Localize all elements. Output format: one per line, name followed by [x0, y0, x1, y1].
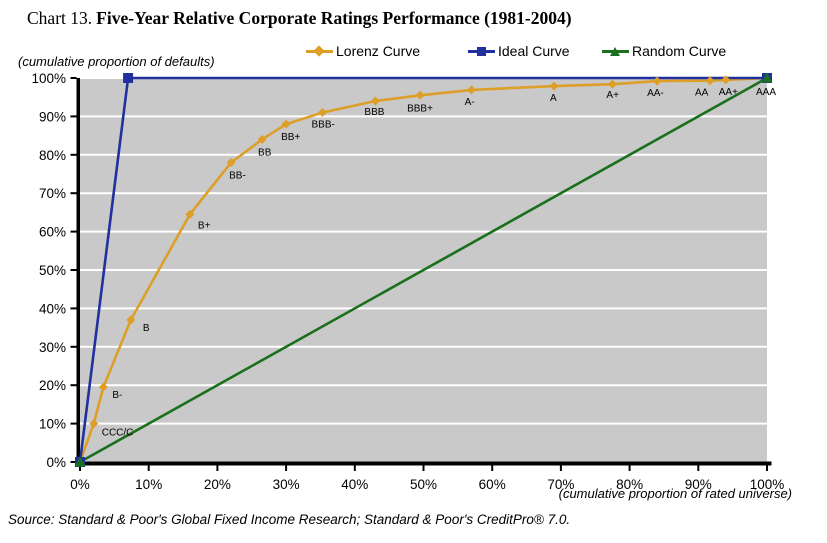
svg-text:60%: 60% [479, 477, 506, 492]
random-triangle-icon [602, 45, 629, 58]
chart-canvas: 0% 10% 20% 30% 40% 50% 60% 70% 80% 90% 100% 0% 10% 20… [31, 71, 785, 492]
svg-text:B+: B+ [198, 220, 211, 231]
svg-text:30%: 30% [39, 340, 66, 355]
svg-text:0%: 0% [46, 455, 66, 470]
svg-text:100%: 100% [31, 71, 66, 86]
svg-text:CCC/C: CCC/C [102, 428, 134, 439]
svg-text:70%: 70% [547, 477, 574, 492]
svg-text:BBB: BBB [364, 107, 384, 118]
svg-text:90%: 90% [685, 477, 712, 492]
chart-number: Chart 13. [27, 8, 93, 28]
svg-text:BBB+: BBB+ [407, 103, 433, 114]
svg-text:AA+: AA+ [719, 87, 738, 98]
legend-label-random: Random Curve [632, 43, 727, 59]
svg-text:AA-: AA- [647, 88, 664, 99]
svg-text:AAA: AAA [756, 87, 776, 98]
svg-text:10%: 10% [135, 477, 162, 492]
svg-text:B-: B- [112, 390, 122, 401]
svg-text:70%: 70% [39, 186, 66, 201]
svg-text:0%: 0% [70, 477, 90, 492]
svg-text:AA: AA [695, 88, 709, 99]
svg-text:80%: 80% [39, 148, 66, 163]
svg-text:50%: 50% [410, 477, 437, 492]
legend-item-ideal: Ideal Curve [468, 43, 570, 59]
svg-text:40%: 40% [341, 477, 368, 492]
svg-text:20%: 20% [204, 477, 231, 492]
legend-item-lorenz: Lorenz Curve [306, 43, 420, 59]
y-axis-caption: (cumulative proportion of defaults) [18, 54, 215, 69]
svg-text:B: B [143, 323, 150, 334]
source-note: Source: Standard & Poor's Global Fixed I… [8, 512, 571, 527]
legend-label-lorenz: Lorenz Curve [336, 43, 421, 59]
lorenz-diamond-icon [306, 45, 333, 58]
svg-text:40%: 40% [39, 301, 66, 316]
svg-text:90%: 90% [39, 109, 66, 124]
svg-text:100%: 100% [750, 477, 785, 492]
svg-text:10%: 10% [39, 417, 66, 432]
chart-title-text: Five-Year Relative Corporate Ratings Per… [96, 8, 572, 28]
svg-text:BB+: BB+ [281, 132, 300, 143]
svg-text:BB: BB [258, 147, 272, 158]
svg-text:A+: A+ [606, 90, 619, 101]
chart-title: Chart 13. Five-Year Relative Corporate Ra… [27, 8, 572, 29]
svg-text:30%: 30% [273, 477, 300, 492]
svg-text:20%: 20% [39, 378, 66, 393]
legend-label-ideal: Ideal Curve [498, 43, 570, 59]
x-axis-caption: (cumulative proportion of rated universe… [558, 486, 792, 501]
svg-text:60%: 60% [39, 225, 66, 240]
svg-text:80%: 80% [616, 477, 643, 492]
legend-item-random: Random Curve [602, 43, 726, 59]
svg-text:50%: 50% [39, 263, 66, 278]
ideal-square-icon [468, 45, 495, 58]
svg-text:A-: A- [465, 97, 475, 108]
svg-text:BB-: BB- [229, 170, 246, 181]
svg-text:A: A [550, 93, 557, 104]
svg-text:BBB-: BBB- [312, 120, 335, 131]
